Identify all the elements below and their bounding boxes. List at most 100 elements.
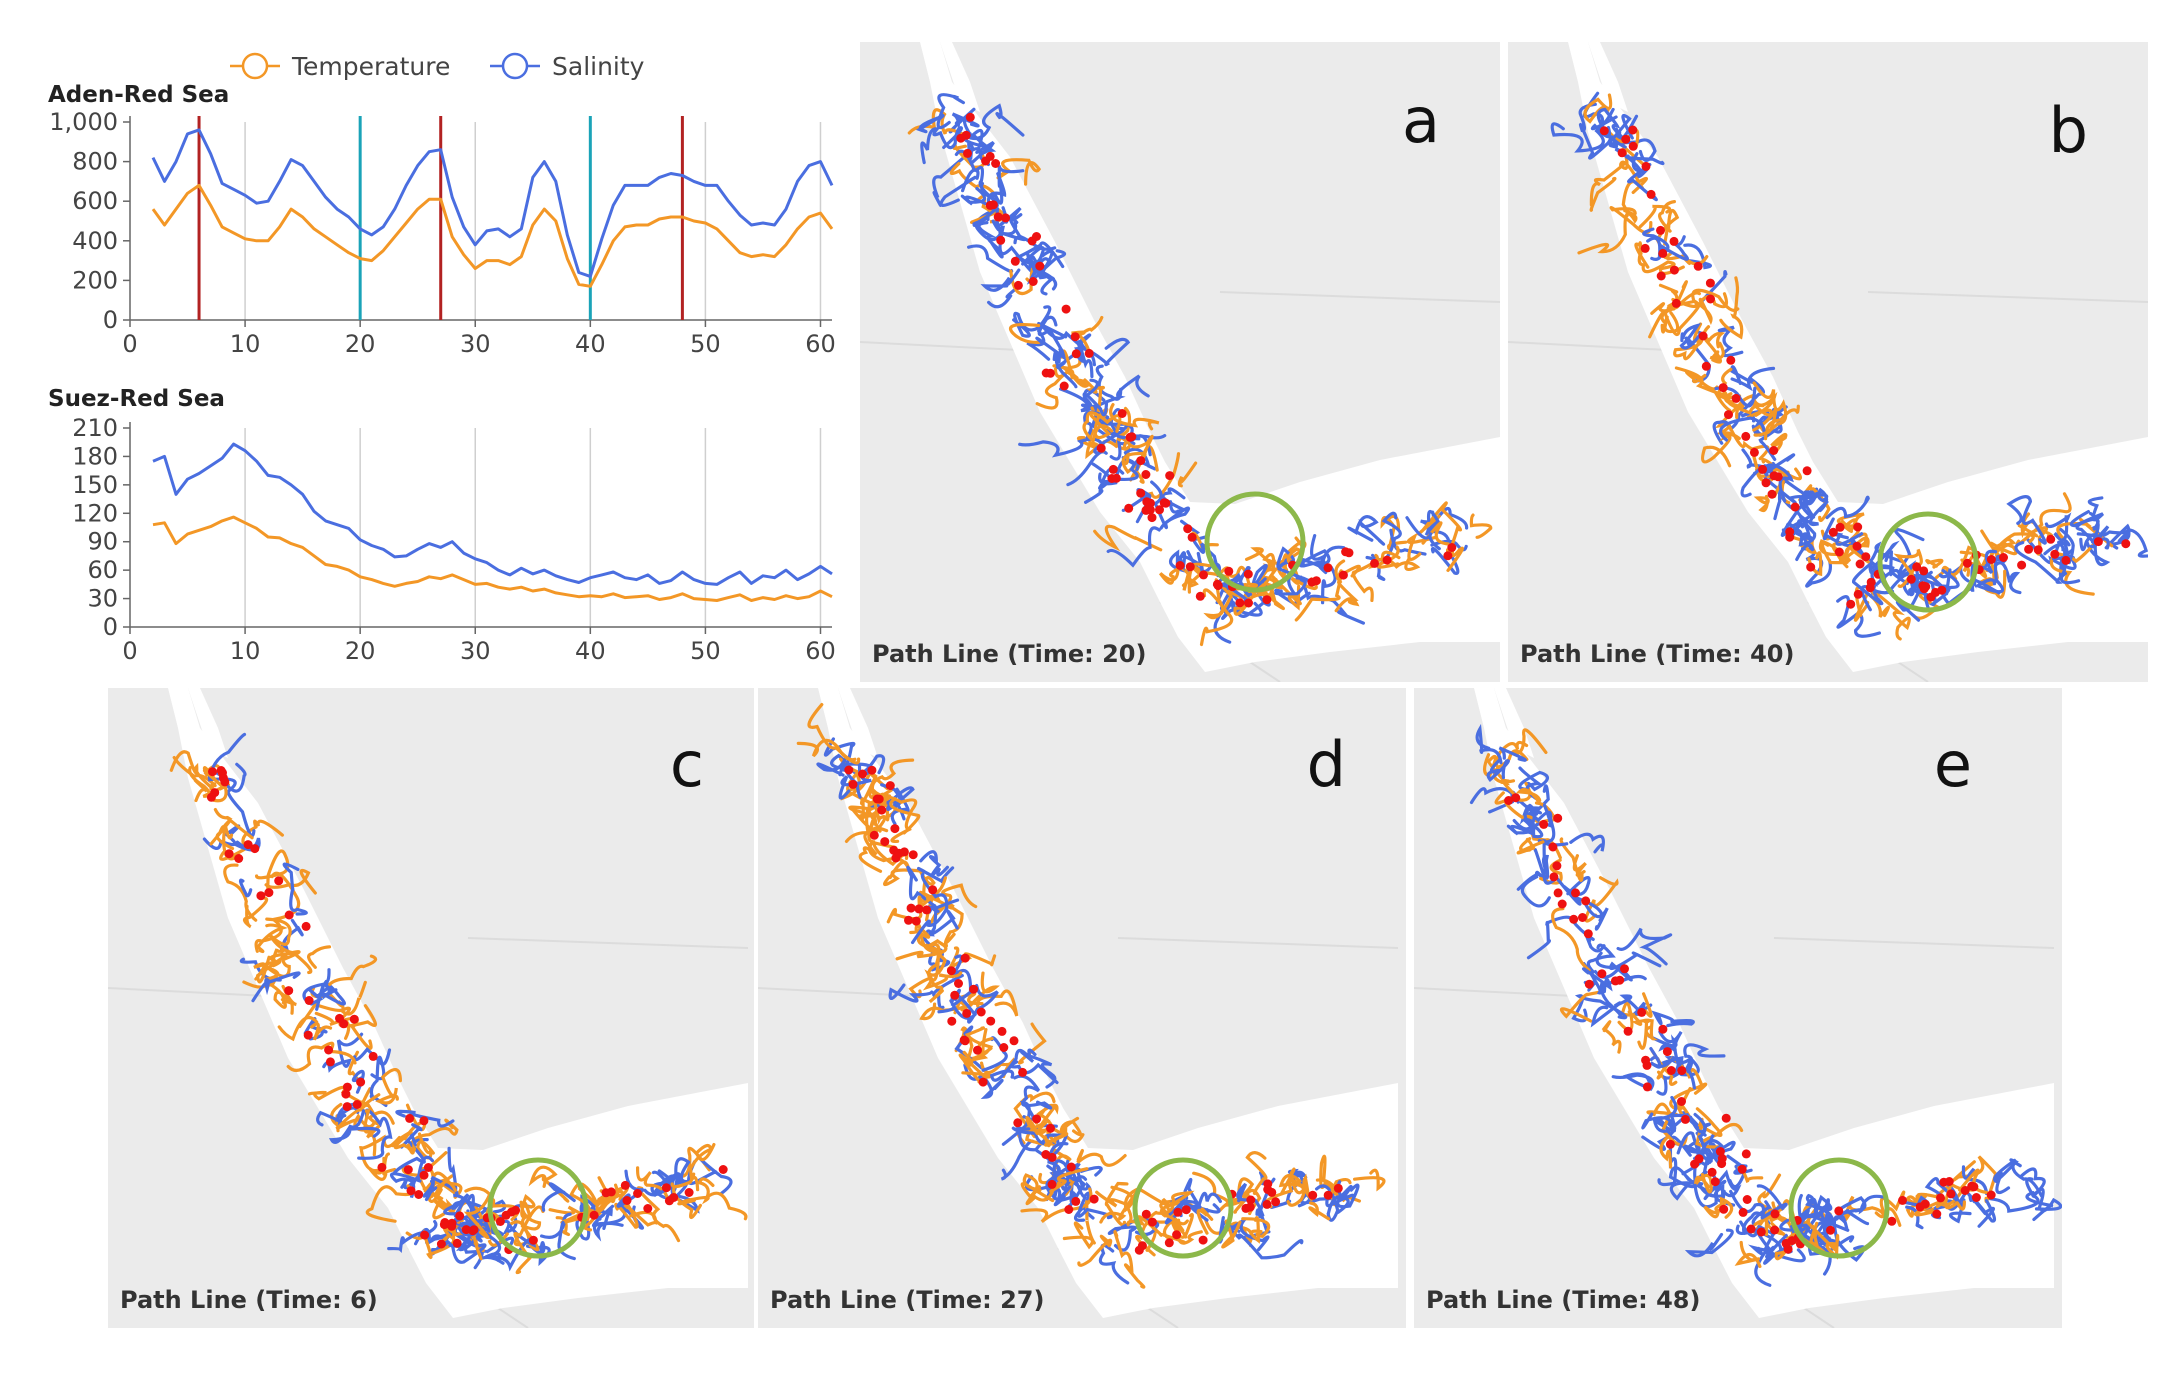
path-line [852,809,887,833]
particle-dot [1731,393,1741,403]
particle-dot [914,904,924,914]
path-line [1905,1205,1924,1230]
path-line [1818,539,1849,565]
particle-dot [1726,355,1736,365]
particle-dot [946,966,956,976]
path-line [1220,566,1251,605]
path-line [368,1156,397,1181]
particle-dot [1637,1007,1647,1017]
particle-dot [1117,409,1127,418]
legend: Temperature Salinity [230,52,645,81]
path-line [277,1016,319,1042]
particle-dot [1677,1097,1686,1106]
particle-dot [1724,410,1733,420]
path-line [1719,276,1744,340]
panel-label-e: e [1933,728,1972,801]
path-line [1994,561,2022,595]
particle-dot [1693,261,1703,271]
particle-dot [1826,1225,1835,1235]
path-line [1704,338,1725,364]
path-line [1178,1191,1222,1218]
particle-dot [1710,1177,1720,1187]
particle-dot [1165,471,1175,481]
path-line [1616,927,1673,966]
particle-dot [439,1220,449,1230]
particle-dot [234,854,244,863]
particle-dot [1912,562,1922,572]
particle-dot [1828,527,1838,537]
particle-dot [1936,1193,1945,1203]
particle-dot [906,903,916,913]
particle-dot [1552,861,1562,871]
path-line [1995,1158,2022,1195]
path-line [1944,545,1977,577]
path-line [1642,227,1670,258]
particle-dot [341,1089,351,1099]
path-line [1924,1177,1960,1207]
y-tick-label: 1,000 [49,108,118,136]
panel-label-b: b [2048,94,2088,167]
particle-dot [325,1057,335,1067]
path-line [1785,515,1817,547]
particle-dot [1887,1216,1897,1226]
particle-dot [1245,1202,1255,1212]
path-line [1794,490,1829,527]
particle-dot [1707,1167,1717,1177]
particle-dot [501,1210,511,1220]
path-line [255,849,290,892]
path-line [1734,1240,1762,1268]
particle-dot [1549,872,1559,882]
particle-dot [999,1043,1009,1052]
path-line [698,1157,733,1196]
particle-dot [1642,1082,1652,1092]
path-line [1676,1131,1712,1164]
x-tick-label: 0 [122,330,137,358]
particle-dot [1548,842,1558,852]
particle-dot [1737,1164,1747,1174]
path-line [677,1177,715,1206]
particle-dot [208,767,217,777]
panel-label-a: a [1402,84,1440,157]
path-line [375,1068,402,1105]
particle-dot [973,1045,982,1055]
path-line [435,1180,457,1195]
path-line [391,1129,417,1155]
map-panel-e: e Path Line (Time: 48) [1414,688,2062,1328]
path-line [964,1026,994,1056]
path-line [954,1025,983,1070]
particle-dot [1578,913,1587,922]
path-line [1008,322,1041,344]
particle-dot [2121,539,2131,549]
particle-dot [1694,1154,1704,1164]
particle-dot [1855,559,1865,569]
panel-label-c: c [669,728,704,801]
particle-dot [1758,464,1768,474]
map-panel-a: a Path Line (Time: 20) [860,42,1500,682]
particle-dot [1718,383,1728,393]
path-line [1730,366,1776,392]
path-line [1627,1010,1651,1050]
path-line [1668,1166,1720,1209]
particle-dot [1035,261,1045,271]
path-line [1199,588,1234,647]
particle-dot [1658,1024,1668,1034]
path-line [895,940,948,961]
particle-dot [1770,1209,1780,1219]
particle-dot [528,1235,538,1245]
path-line [2051,536,2072,565]
particle-dot [661,1183,671,1193]
gulf-area [1588,42,1628,112]
particle-dot [874,794,884,804]
path-line [1834,532,1864,546]
particle-dot [976,1007,986,1017]
particle-dot [1834,1206,1844,1216]
path-line [1756,1184,1788,1220]
particle-dot [1999,553,2008,562]
particle-dot [1173,1207,1183,1217]
map-c-svg [108,688,749,1328]
path-line [920,127,957,165]
path-line [1020,1050,1057,1089]
particle-dot [1781,1238,1791,1248]
particle-dot [1853,589,1863,599]
